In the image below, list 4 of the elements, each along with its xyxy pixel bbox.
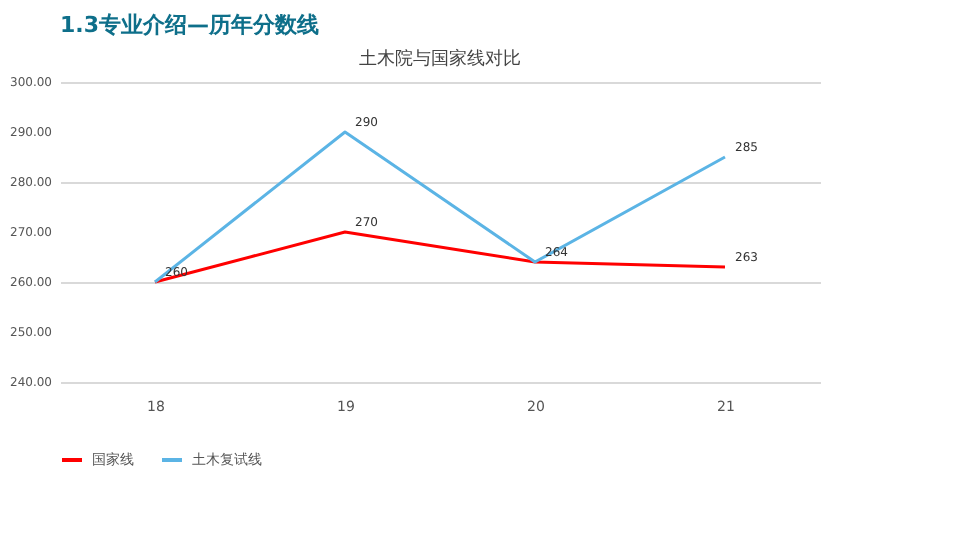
line-series: [153, 230, 727, 284]
line-series: [153, 130, 727, 284]
text: 1.3专业介绍—历年分数线: [60, 12, 319, 38]
chart-title: 土木院与国家线对比: [359, 48, 521, 70]
